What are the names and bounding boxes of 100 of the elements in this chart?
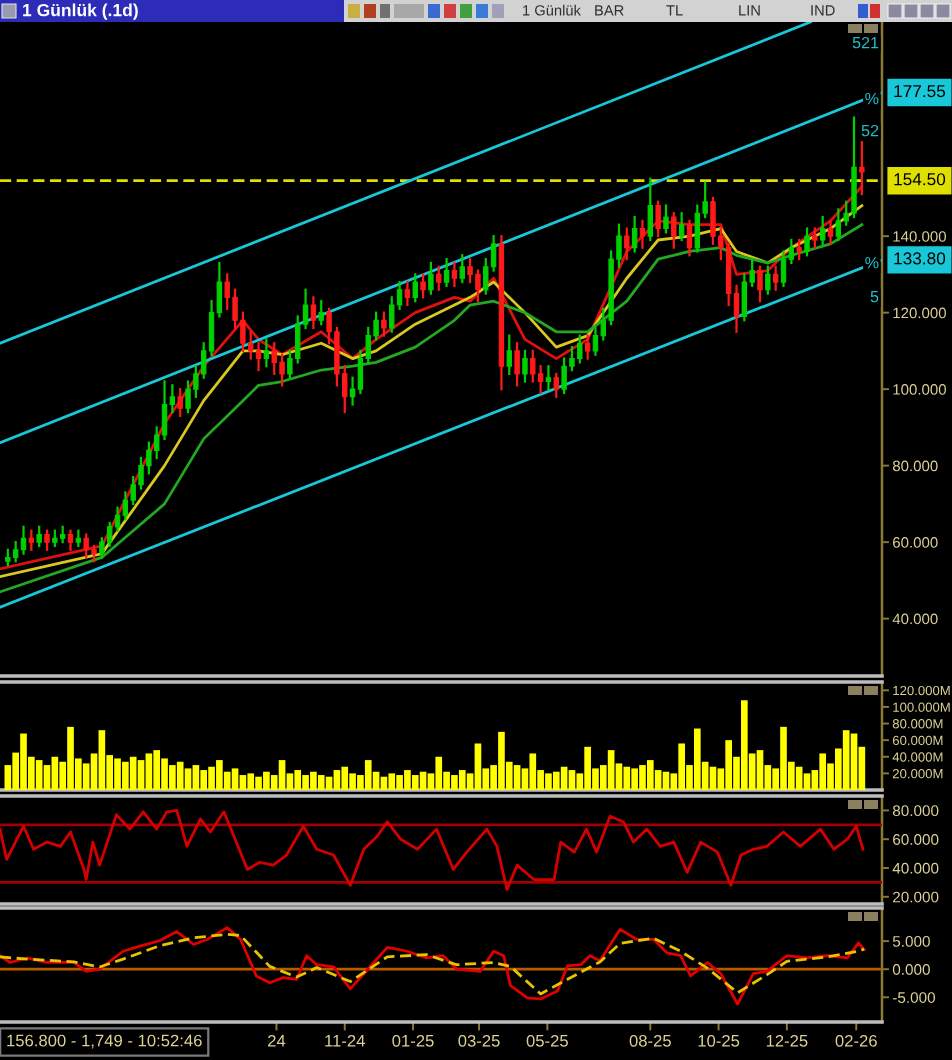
- bar: [639, 765, 646, 790]
- candlestick: [819, 215, 826, 245]
- candlestick: [459, 254, 465, 284]
- bar: [137, 760, 145, 790]
- bar: [231, 768, 239, 790]
- candlestick: [475, 269, 481, 303]
- bar: [552, 771, 560, 790]
- bar: [545, 773, 552, 790]
- bar: [317, 775, 325, 790]
- bar: [216, 760, 223, 790]
- candlestick: [67, 529, 74, 551]
- candlestick: [553, 372, 559, 398]
- bar: [725, 740, 732, 790]
- bar: [114, 758, 121, 790]
- candlestick: [381, 311, 387, 337]
- bar: [98, 730, 106, 790]
- bar: [396, 775, 403, 790]
- candlestick: [765, 265, 771, 295]
- candlestick: [530, 349, 536, 383]
- candlestick: [757, 265, 763, 303]
- candlestick: [537, 365, 544, 395]
- candlestick: [827, 219, 834, 245]
- candlestick: [631, 215, 638, 253]
- candlestick: [412, 273, 418, 303]
- bar: [129, 756, 137, 790]
- annotation: %: [865, 92, 879, 105]
- candlestick: [271, 342, 277, 375]
- bar: [435, 756, 443, 790]
- bar: [43, 765, 51, 790]
- candlestick: [835, 208, 842, 242]
- bar: [388, 773, 396, 790]
- bar: [208, 766, 215, 790]
- annotation: 521: [852, 36, 879, 49]
- bar: [364, 760, 372, 790]
- bar: [239, 775, 247, 790]
- bar: [294, 770, 302, 790]
- bar: [795, 766, 803, 790]
- candlestick: [624, 227, 630, 261]
- bar: [278, 760, 286, 790]
- candlestick: [177, 388, 183, 418]
- bar: [842, 730, 850, 790]
- bar: [161, 758, 168, 790]
- candlestick: [851, 116, 857, 219]
- bar: [780, 726, 787, 790]
- annotation: 52: [861, 124, 879, 137]
- x-tick-label: 01-25: [392, 1034, 434, 1047]
- candlestick: [428, 261, 434, 295]
- bar: [631, 768, 638, 790]
- chart-title: 1 Günlük (.1d): [23, 3, 138, 20]
- bar: [192, 765, 200, 790]
- ref-line-label: 154.50: [894, 173, 946, 186]
- candlestick: [255, 342, 262, 372]
- candlestick: [36, 525, 42, 548]
- bar: [349, 773, 356, 790]
- candlestick: [83, 533, 89, 559]
- candlestick: [545, 365, 552, 391]
- data-label: 133.80: [894, 252, 946, 265]
- bar: [122, 761, 129, 790]
- bar: [623, 766, 631, 790]
- annotation: %: [865, 256, 879, 269]
- candlestick: [663, 204, 669, 234]
- candlestick: [506, 334, 512, 375]
- candlestick: [279, 353, 285, 387]
- bar: [200, 770, 208, 790]
- annotation: 5: [870, 291, 879, 303]
- candlestick: [584, 334, 591, 360]
- bar: [451, 775, 458, 790]
- candlestick: [514, 342, 520, 387]
- bar: [458, 770, 466, 790]
- candlestick: [310, 296, 317, 330]
- candlestick: [804, 227, 810, 257]
- bar: [584, 746, 591, 790]
- bar: [498, 731, 505, 790]
- candlestick: [772, 265, 779, 291]
- x-tick-label: 11-24: [325, 1034, 365, 1047]
- candlestick: [780, 250, 787, 287]
- text: 156.800 - 1,749 - 10:52:46: [7, 1034, 202, 1049]
- candlestick: [443, 258, 450, 287]
- candlestick: [639, 219, 646, 249]
- bar: [310, 771, 317, 790]
- candlestick: [20, 525, 27, 555]
- x-tick-label: 12-25: [766, 1034, 808, 1047]
- bar: [20, 733, 27, 790]
- candlestick: [28, 529, 35, 551]
- x-tick-label: 24: [268, 1034, 286, 1047]
- bar: [51, 756, 59, 790]
- bar: [247, 773, 255, 790]
- candlestick: [263, 338, 270, 368]
- bar: [646, 760, 654, 790]
- candlestick: [561, 357, 567, 395]
- candlestick: [185, 380, 191, 414]
- bar: [341, 766, 349, 790]
- candlestick: [741, 273, 748, 322]
- candlestick: [122, 491, 129, 521]
- candlestick: [592, 326, 599, 356]
- bar: [693, 728, 701, 790]
- x-tick-label: 08-25: [629, 1034, 671, 1047]
- candlestick: [710, 196, 716, 245]
- x-tick-label: 03-25: [458, 1034, 500, 1047]
- candlestick: [451, 261, 458, 287]
